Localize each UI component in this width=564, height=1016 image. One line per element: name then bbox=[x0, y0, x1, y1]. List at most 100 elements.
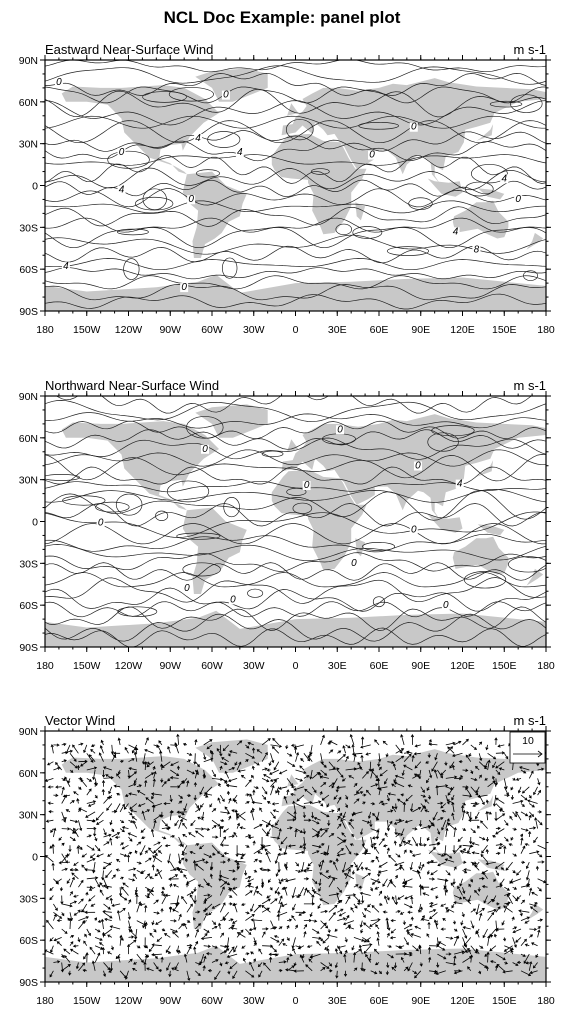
wind-vector bbox=[53, 911, 63, 919]
wind-vector bbox=[385, 970, 389, 976]
wind-vector bbox=[78, 845, 83, 850]
wind-vector bbox=[144, 737, 149, 746]
wind-vector bbox=[141, 810, 146, 821]
wind-vector bbox=[261, 751, 268, 762]
x-tick-label: 180 bbox=[36, 660, 54, 672]
wind-vector bbox=[462, 928, 468, 939]
contour-label: 4 bbox=[237, 147, 243, 158]
wind-vector bbox=[356, 861, 363, 872]
wind-vector bbox=[253, 847, 264, 855]
wind-vector bbox=[172, 931, 179, 938]
wind-vector bbox=[64, 955, 71, 963]
wind-vector bbox=[268, 952, 279, 956]
wind-vector bbox=[487, 898, 494, 905]
wind-vector bbox=[312, 819, 320, 825]
wind-vector bbox=[95, 811, 104, 821]
wind-vector bbox=[111, 810, 118, 814]
wind-vector bbox=[247, 835, 254, 840]
wind-vector bbox=[194, 803, 200, 809]
wind-vector bbox=[194, 769, 199, 779]
wind-vector bbox=[245, 793, 250, 797]
wind-vector bbox=[419, 906, 423, 913]
wind-vector bbox=[286, 761, 296, 767]
wind-vector bbox=[233, 799, 238, 804]
wind-vector bbox=[167, 745, 171, 754]
land-mass bbox=[427, 514, 463, 533]
wind-vector bbox=[261, 738, 271, 746]
wind-vector bbox=[203, 955, 207, 963]
wind-vector bbox=[135, 893, 139, 904]
wind-vector bbox=[76, 798, 80, 804]
contour-line bbox=[45, 587, 546, 612]
wind-vector bbox=[150, 792, 162, 796]
wind-vector bbox=[86, 826, 97, 831]
wind-vector bbox=[280, 878, 288, 882]
wind-vector bbox=[144, 904, 148, 913]
wind-vector bbox=[444, 761, 448, 766]
wind-vector bbox=[414, 970, 422, 979]
wind-vector bbox=[124, 746, 129, 754]
wind-vector bbox=[382, 844, 388, 848]
wind-vector bbox=[78, 776, 83, 781]
wind-vector bbox=[501, 920, 505, 926]
wind-vector bbox=[214, 970, 221, 981]
wind-vector bbox=[427, 753, 431, 758]
wind-vector bbox=[170, 785, 181, 789]
wind-vector bbox=[53, 793, 59, 797]
wind-vector bbox=[151, 920, 155, 926]
wind-vector bbox=[126, 943, 131, 955]
wind-vector bbox=[227, 970, 231, 975]
wind-vector bbox=[267, 828, 271, 835]
wind-vector bbox=[435, 970, 446, 975]
wind-vector bbox=[153, 841, 161, 846]
wind-vector bbox=[365, 953, 372, 963]
wind-vector bbox=[249, 961, 255, 971]
wind-vector bbox=[253, 869, 258, 873]
wind-vector bbox=[50, 945, 54, 954]
wind-vector bbox=[312, 919, 318, 923]
wind-vector bbox=[307, 861, 313, 867]
wind-vector bbox=[203, 853, 213, 858]
wind-vector bbox=[85, 952, 89, 963]
wind-vector bbox=[286, 925, 290, 930]
wind-vector bbox=[245, 928, 252, 936]
wind-vector bbox=[537, 860, 545, 864]
wind-vector bbox=[220, 843, 229, 847]
wind-vector bbox=[161, 928, 166, 932]
wind-vector bbox=[445, 870, 451, 876]
contour-label: 4 bbox=[119, 184, 125, 195]
wind-vector bbox=[303, 753, 311, 762]
wind-vector bbox=[101, 779, 106, 787]
x-tick-label: 30E bbox=[328, 660, 347, 672]
wind-vector bbox=[336, 886, 342, 893]
wind-vector bbox=[69, 836, 76, 841]
wind-vector bbox=[228, 894, 233, 898]
wind-vector bbox=[468, 883, 472, 888]
contour-loop bbox=[464, 181, 494, 197]
wind-vector bbox=[303, 923, 307, 930]
wind-vector bbox=[245, 834, 252, 838]
wind-vector bbox=[391, 966, 396, 972]
wind-vector bbox=[312, 800, 322, 804]
wind-vector bbox=[345, 895, 351, 905]
wind-vector bbox=[429, 911, 438, 920]
wind-vector bbox=[527, 883, 531, 888]
wind-vector bbox=[424, 799, 430, 804]
wind-vector bbox=[487, 935, 491, 946]
wind-vector bbox=[443, 886, 447, 896]
wind-vector bbox=[495, 813, 506, 821]
wind-vector bbox=[537, 918, 544, 922]
wind-vector bbox=[219, 962, 223, 967]
contour-loop bbox=[62, 495, 106, 506]
contour-label: 0 bbox=[369, 150, 375, 161]
contour-label-bg bbox=[472, 245, 481, 255]
wind-vector bbox=[528, 887, 533, 896]
wind-vector bbox=[61, 827, 71, 831]
wind-vector bbox=[61, 811, 67, 823]
wind-vector bbox=[186, 780, 190, 787]
contour-loop bbox=[335, 223, 353, 236]
wind-vector bbox=[119, 934, 123, 946]
wind-vector bbox=[462, 887, 466, 894]
wind-vector bbox=[211, 825, 217, 829]
